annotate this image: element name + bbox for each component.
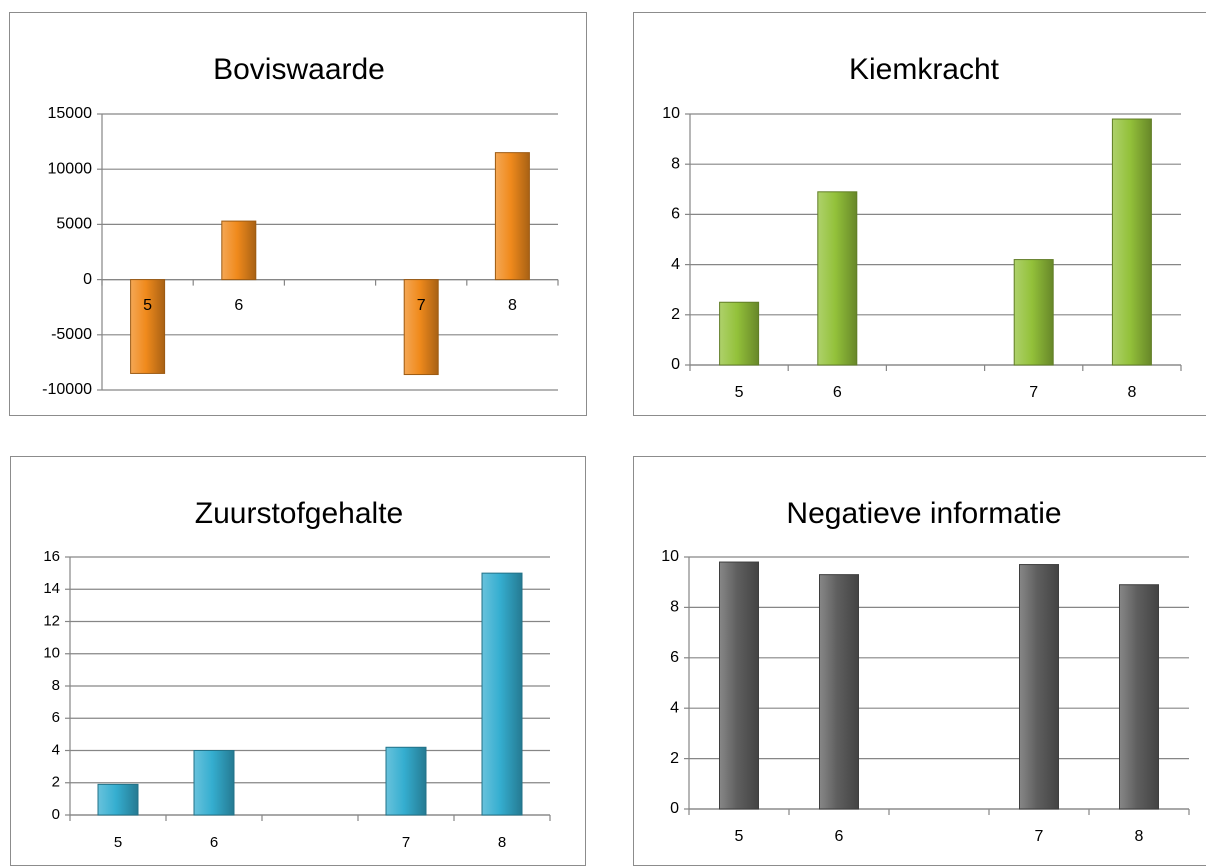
y-tick-label: 0: [52, 806, 60, 823]
bar-zuurstofgehalte-5: [97, 783, 139, 816]
y-tick-label: 4: [670, 699, 679, 716]
chart-panel-boviswaarde: Boviswaarde -10000 -5000 0 5000 10000 15000 5 6 7…: [9, 12, 587, 416]
chart-panel-negatieve-informatie: Negatieve informatie 0 2 4 6 8 10 5 6 7 8: [633, 456, 1206, 866]
bar-zuurstofgehalte-6: [193, 750, 235, 816]
x-tick-label: 5: [735, 828, 744, 845]
bar-negatieve-informatie-8: [1119, 584, 1159, 810]
x-tick-label: 8: [508, 297, 517, 314]
bar-zuurstofgehalte-7: [385, 746, 427, 816]
x-tick-label: 5: [735, 384, 744, 401]
y-tick-label: 2: [52, 774, 60, 791]
y-tick-label: 6: [52, 709, 60, 726]
bar-kiemkracht-7: [1013, 259, 1054, 366]
y-tick-label: 10: [662, 105, 680, 122]
y-tick-label: 10: [43, 645, 60, 662]
bar-boviswaarde-7: [403, 279, 439, 376]
x-tick-label: 6: [234, 297, 243, 314]
y-tick-label: 8: [671, 155, 680, 172]
y-tick-label: 6: [670, 649, 679, 666]
y-tick-label: 14: [43, 580, 60, 597]
y-tick-label: 8: [670, 599, 679, 616]
bar-kiemkracht-6: [817, 191, 858, 366]
bar-boviswaarde-5: [130, 279, 166, 374]
bar-negatieve-informatie-7: [1019, 564, 1059, 810]
bar-zuurstofgehalte-8: [481, 572, 523, 816]
x-tick-label: 7: [402, 834, 410, 851]
y-tick-label: 2: [671, 306, 680, 323]
chart-boviswaarde: Boviswaarde -10000 -5000 0 5000 10000 15000 5 6 7…: [42, 53, 559, 398]
y-tick-label: 4: [52, 741, 60, 758]
y-tick-label: 0: [670, 800, 679, 817]
y-tick-label: 10: [661, 548, 679, 565]
chart-zuurstofgehalte: Zuurstofgehalte 0 2 4 6 8 10 12 14 16 5 6 7 8: [43, 497, 551, 851]
chart-negatieve-informatie: Negatieve informatie 0 2 4 6 8 10 5 6 7 8: [661, 497, 1190, 845]
x-tick-label: 7: [417, 297, 426, 314]
y-tick-label: 2: [670, 750, 679, 767]
chart-title: Kiemkracht: [849, 53, 1000, 86]
y-tick-label: 4: [671, 256, 680, 273]
bar-boviswaarde-8: [494, 152, 530, 281]
y-tick-label: 16: [43, 548, 60, 565]
x-tick-label: 8: [1135, 828, 1144, 845]
x-tick-label: 6: [210, 834, 218, 851]
y-tick-label: 5000: [56, 216, 92, 233]
y-tick-label: 12: [43, 612, 60, 629]
y-tick-label: 15000: [48, 105, 93, 122]
y-tick-label: 0: [671, 356, 680, 373]
chart-panel-zuurstofgehalte: Zuurstofgehalte 0 2 4 6 8 10 12 14 16 5 6 7 8: [10, 456, 586, 866]
y-tick-label: -5000: [51, 326, 92, 343]
chart-title: Zuurstofgehalte: [195, 497, 403, 530]
y-tick-label: 8: [52, 677, 60, 694]
bar-negatieve-informatie-5: [719, 561, 759, 810]
x-tick-label: 5: [143, 297, 152, 314]
x-tick-label: 6: [835, 828, 844, 845]
chart-kiemkracht: Kiemkracht 0 2 4 6 8 10 5 6 7 8: [662, 53, 1182, 401]
x-tick-label: 5: [114, 834, 122, 851]
y-tick-label: -10000: [42, 381, 92, 398]
x-tick-label: 7: [1035, 828, 1044, 845]
y-tick-label: 10000: [48, 160, 93, 177]
bar-negatieve-informatie-6: [819, 574, 859, 810]
x-tick-label: 6: [833, 384, 842, 401]
bar-boviswaarde-6: [221, 220, 257, 281]
x-tick-label: 7: [1029, 384, 1038, 401]
x-tick-label: 8: [498, 834, 506, 851]
y-tick-label: 6: [671, 206, 680, 223]
bar-kiemkracht-8: [1111, 118, 1152, 366]
bar-kiemkracht-5: [719, 301, 760, 366]
y-tick-label: 0: [83, 271, 92, 288]
chart-panel-kiemkracht: Kiemkracht 0 2 4 6 8 10 5 6 7 8: [633, 12, 1206, 416]
x-tick-label: 8: [1127, 384, 1136, 401]
chart-title: Negatieve informatie: [786, 497, 1061, 530]
chart-title: Boviswaarde: [213, 53, 385, 86]
